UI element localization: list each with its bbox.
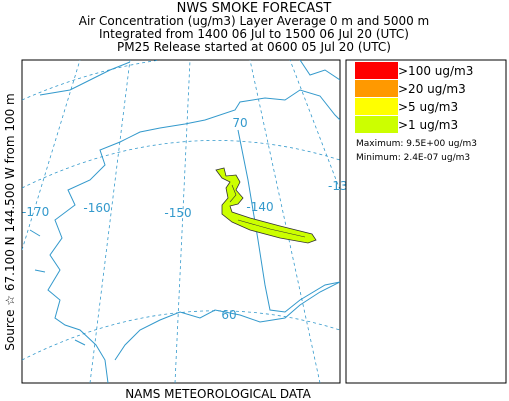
map-label: 70 [232,116,247,130]
map-label: -150 [164,206,191,220]
graticule [89,60,131,383]
subtitle: Air Concentration (ug/m3) Layer Average … [79,14,430,28]
coastline [47,89,340,383]
minimum: Minimum: 2.4E-07 ug/m3 [356,153,470,163]
graticule [289,60,340,191]
plume-contour [229,184,306,238]
island [29,229,86,346]
graticule [249,60,321,383]
subtitle: Integrated from 1400 06 Jul to 1500 06 J… [99,27,409,41]
map: 70 -130 -170 -160 -150 -140 60 [21,59,355,384]
coastline [114,281,340,361]
smoke-plume [215,167,317,244]
map-label: -160 [83,201,110,215]
graticule [22,140,340,189]
legend-swatch [355,98,398,115]
legend-swatch [355,62,398,79]
coastline [39,61,131,96]
footer: NAMS METEOROLOGICAL DATA [125,387,311,401]
subtitle: PM25 Release started at 0600 05 Jul 20 (… [117,40,391,54]
source-label: Source ☆ 67.100 N 144.500 W from 100 m [3,93,17,350]
map-frame [21,59,341,384]
title: NWS SMOKE FORECAST [177,1,332,16]
maximum: Maximum: 9.5E+00 ug/m3 [356,139,477,149]
legend-label: >1 ug/m3 [398,118,458,132]
legend-label: >5 ug/m3 [398,100,458,114]
map-label: -140 [246,200,273,214]
graticule [22,60,161,101]
map-label: 60 [221,308,236,322]
legend-label: >100 ug/m3 [398,64,473,78]
legend-swatch [355,80,398,97]
legend: Maximum: 9.5E+00 ug/m3 Minimum: 2.4E-07 … [345,59,507,384]
graticule [22,310,340,361]
map-label: -170 [22,205,49,219]
legend-swatch [355,116,398,133]
legend-label: >20 ug/m3 [398,82,466,96]
coastline [299,60,340,81]
border [237,129,340,313]
